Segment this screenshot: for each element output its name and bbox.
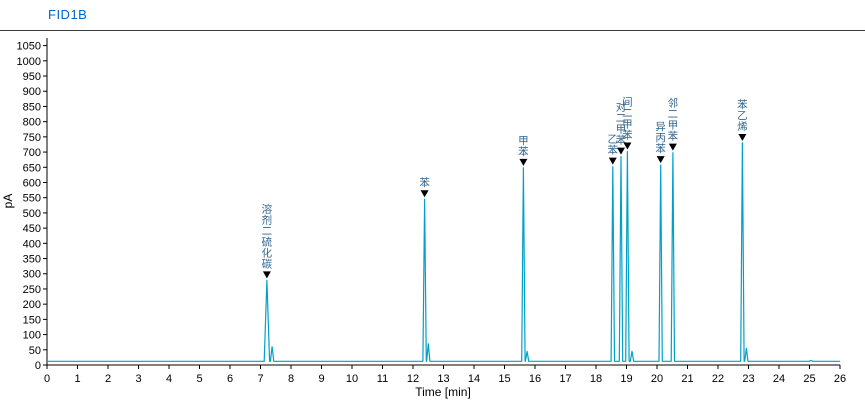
peak-label: 甲苯 xyxy=(518,135,529,158)
peak-marker xyxy=(262,271,271,279)
x-tick-label: 26 xyxy=(834,373,846,385)
x-tick-label: 19 xyxy=(620,373,632,385)
peak-marker xyxy=(617,147,626,155)
y-tick-label: 350 xyxy=(23,254,41,266)
x-tick-label: 12 xyxy=(407,373,419,385)
x-tick-label: 25 xyxy=(803,373,815,385)
peak-label: 异丙苯 xyxy=(655,121,666,155)
y-tick-label: 1000 xyxy=(17,56,41,68)
x-tick-label: 18 xyxy=(590,373,602,385)
peak-marker xyxy=(656,156,665,164)
peak-label: 乙苯 xyxy=(608,134,619,157)
x-tick-label: 7 xyxy=(257,373,263,385)
peak-label: 对二甲苯 xyxy=(616,101,627,147)
y-axis-title: pA xyxy=(1,194,15,209)
peak-marker xyxy=(738,133,747,141)
x-tick-label: 16 xyxy=(529,373,541,385)
peak-label: 溶剂二硫化碳 xyxy=(262,202,273,270)
signal-title: FID1B xyxy=(48,7,88,22)
y-tick-label: 1050 xyxy=(17,41,41,53)
y-tick-label: 400 xyxy=(23,238,41,250)
x-tick-label: 9 xyxy=(318,373,324,385)
y-tick-label: 650 xyxy=(23,162,41,174)
x-tick-label: 24 xyxy=(773,373,785,385)
y-tick-label: 450 xyxy=(23,223,41,235)
peak-label: 间二甲苯 xyxy=(622,95,633,141)
x-tick-label: 6 xyxy=(227,373,233,385)
y-tick-label: 900 xyxy=(23,86,41,98)
y-tick-label: 800 xyxy=(23,117,41,129)
y-tick-label: 850 xyxy=(23,101,41,113)
y-tick-label: 500 xyxy=(23,208,41,220)
y-tick-label: 100 xyxy=(23,330,41,342)
y-tick-label: 750 xyxy=(23,132,41,144)
x-tick-label: 0 xyxy=(44,373,50,385)
y-tick-label: 150 xyxy=(23,314,41,326)
trace xyxy=(47,142,840,362)
x-tick-label: 21 xyxy=(681,373,693,385)
y-tick-label: 300 xyxy=(23,269,41,281)
x-tick-label: 17 xyxy=(559,373,571,385)
x-axis-title: Time [min] xyxy=(415,385,471,399)
x-tick-label: 3 xyxy=(135,373,141,385)
peak-marker xyxy=(623,142,632,150)
trace-line xyxy=(47,142,840,362)
x-tick-label: 2 xyxy=(105,373,111,385)
peak-marker xyxy=(668,143,677,151)
axis-frame xyxy=(46,38,840,366)
x-tick-label: 10 xyxy=(346,373,358,385)
x-tick-label: 5 xyxy=(196,373,202,385)
y-tick-label: 200 xyxy=(23,299,41,311)
header-divider xyxy=(0,30,865,31)
x-tick-label: 4 xyxy=(166,373,172,385)
x-tick-label: 23 xyxy=(742,373,754,385)
y-tick-label: 50 xyxy=(29,345,41,357)
peak-label: 苯 xyxy=(419,176,430,189)
x-tick-label: 8 xyxy=(288,373,294,385)
x-tick-label: 11 xyxy=(377,373,388,385)
x-tick-label: 20 xyxy=(651,373,663,385)
axes: 0501001502002503003504004505005506006507… xyxy=(17,38,846,385)
x-tick-label: 15 xyxy=(498,373,510,385)
x-tick-label: 22 xyxy=(712,373,724,385)
peak-label: 苯乙烯 xyxy=(737,98,748,133)
peak-label: 邻二甲苯 xyxy=(668,97,679,143)
y-tick-label: 550 xyxy=(23,193,41,205)
y-tick-label: 950 xyxy=(23,71,41,83)
peak-marker xyxy=(608,157,617,165)
y-tick-label: 700 xyxy=(23,147,41,159)
x-tick-label: 14 xyxy=(468,373,480,385)
y-tick-label: 250 xyxy=(23,284,41,296)
peak-marker xyxy=(519,158,528,166)
x-tick-label: 1 xyxy=(74,373,80,385)
peak-marker xyxy=(420,190,429,198)
y-tick-label: 0 xyxy=(35,360,41,372)
y-tick-label: 600 xyxy=(23,177,41,189)
x-tick-label: 13 xyxy=(437,373,449,385)
